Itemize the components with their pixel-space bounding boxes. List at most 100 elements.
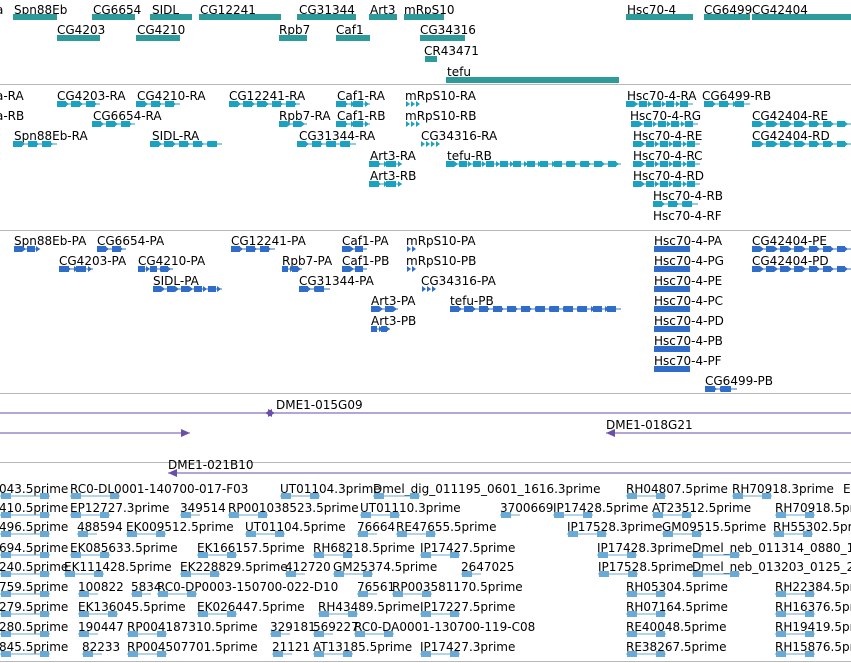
feature-label[interactable]: tefu [447,65,471,79]
feature-glyph[interactable] [282,265,302,273]
feature-label[interactable]: Hsc70-4-PB [654,334,723,348]
est-glyph[interactable] [0,630,50,638]
feature-glyph[interactable] [150,140,222,148]
feature-label[interactable]: AT23512.5prime [652,501,752,515]
feature-glyph[interactable] [405,100,424,108]
feature-label[interactable]: 845.5prime [0,640,69,654]
feature-glyph[interactable] [446,160,621,168]
est-glyph[interactable] [775,511,815,519]
est-glyph[interactable] [64,570,104,578]
feature-label[interactable]: SIDL [152,3,180,17]
feature-label[interactable]: RH04807.5prime [626,482,728,496]
feature-glyph[interactable] [406,265,420,273]
feature-label[interactable]: Caf1-PA [342,234,389,248]
feature-glyph[interactable] [404,13,444,21]
feature-label[interactable]: CG6499-RB [702,89,772,103]
feature-glyph[interactable] [136,100,180,108]
feature-label[interactable]: IP17427.5prime [420,541,516,555]
feature-glyph[interactable] [297,140,356,148]
feature-glyph[interactable] [626,100,693,108]
feature-glyph[interactable] [631,120,698,128]
est-glyph[interactable] [126,530,166,538]
feature-label[interactable]: EK136045.5prime [78,600,186,614]
feature-glyph[interactable] [199,13,281,21]
feature-label[interactable]: Art3-RB [370,169,417,183]
est-glyph[interactable] [396,530,436,538]
feature-glyph[interactable] [654,365,690,373]
est-glyph[interactable] [228,511,268,519]
est-glyph[interactable] [78,630,98,638]
feature-label[interactable]: EK009512.5prime [126,520,234,534]
feature-label[interactable]: RP004507701.5prime [127,640,258,654]
est-glyph[interactable] [500,511,520,519]
feature-label[interactable]: Art3 [370,3,396,17]
feature-glyph[interactable] [421,285,438,293]
est-glyph[interactable] [626,610,666,618]
est-glyph[interactable] [692,551,740,559]
feature-label[interactable]: Hsc70-4-RE [633,129,703,143]
est-glyph[interactable] [597,551,637,559]
feature-label[interactable]: CG31344 [299,3,355,17]
feature-label[interactable]: mRpS10 [404,3,455,17]
feature-label[interactable]: Caf1-RB [337,109,386,123]
feature-label[interactable]: 410.5prime [0,501,69,515]
feature-glyph[interactable] [752,245,851,253]
est-glyph[interactable] [775,610,815,618]
feature-label[interactable]: CG34316 [420,23,476,37]
feature-label[interactable]: 5834 [131,580,162,594]
feature-glyph[interactable] [446,76,619,84]
feature-label[interactable]: CG34316-RA [421,129,498,143]
est-glyph[interactable] [280,492,320,500]
feature-label[interactable]: IP17428.5prime [553,501,649,515]
est-glyph[interactable] [626,630,666,638]
est-glyph[interactable] [318,610,358,618]
feature-glyph[interactable] [606,428,851,438]
feature-label[interactable]: EK166157.5prime [197,541,305,555]
est-glyph[interactable] [692,570,740,578]
est-glyph[interactable] [197,551,237,559]
feature-glyph[interactable] [153,285,222,293]
feature-glyph[interactable] [92,13,135,21]
feature-glyph[interactable] [654,245,690,253]
feature-glyph[interactable] [168,468,851,478]
feature-label[interactable]: SIDL-PA [153,274,199,288]
feature-glyph[interactable] [336,120,370,128]
feature-glyph[interactable] [654,305,690,313]
feature-label[interactable]: Spn88Eb [14,3,68,17]
feature-label[interactable]: CG42404-RD [752,129,830,143]
feature-label[interactable]: CG6654-PA [97,234,165,248]
feature-label[interactable]: EK111428.5prime [64,560,172,574]
est-glyph[interactable] [775,590,815,598]
est-glyph[interactable] [0,492,50,500]
feature-glyph[interactable] [59,265,93,273]
feature-label[interactable]: CG12241-PA [231,234,306,248]
feature-label[interactable]: Rpb7-RA [279,109,331,123]
feature-glyph[interactable] [0,408,851,418]
feature-glyph[interactable] [626,13,693,21]
est-glyph[interactable] [626,650,666,658]
feature-glyph[interactable] [369,13,397,21]
feature-label[interactable]: RH16376.5prime [775,600,851,614]
est-glyph[interactable] [70,492,120,500]
feature-label[interactable]: CG4203-PA [59,254,127,268]
est-glyph[interactable] [732,492,772,500]
feature-glyph[interactable] [654,285,690,293]
feature-label[interactable]: RH22384.5prime [775,580,851,594]
feature-glyph[interactable] [752,265,851,273]
feature-label[interactable]: CG6499 [704,3,753,17]
feature-glyph[interactable] [136,34,180,42]
feature-label[interactable]: EK085633.5prime [70,541,178,555]
est-glyph[interactable] [0,610,50,618]
feature-glyph[interactable] [14,245,40,253]
est-glyph[interactable] [652,511,692,519]
feature-glyph[interactable] [654,265,690,273]
feature-glyph[interactable] [704,100,750,108]
est-glyph[interactable] [0,530,50,538]
feature-label[interactable]: 2647025 [461,560,515,574]
feature-label[interactable]: Hsc70-4-RG [630,109,702,123]
feature-label[interactable]: CG6654-RA [93,109,162,123]
feature-label[interactable]: IP17227.5prime [420,600,516,614]
est-glyph[interactable] [78,610,118,618]
feature-glyph[interactable] [450,305,621,313]
feature-label[interactable]: 349514 [180,501,226,515]
